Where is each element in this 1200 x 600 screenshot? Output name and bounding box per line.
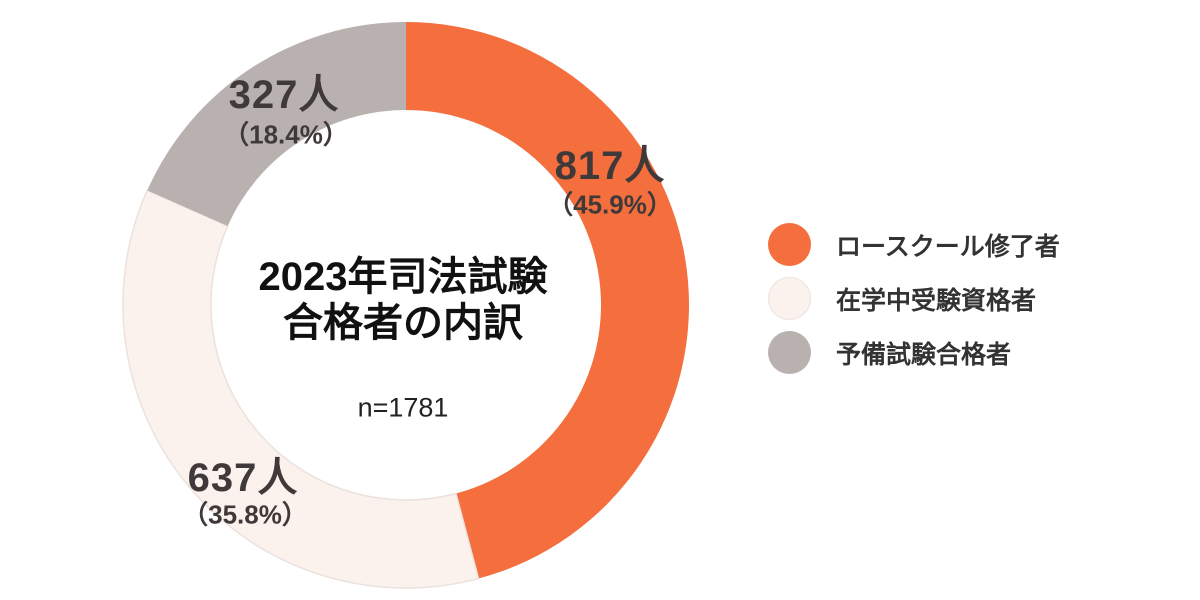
legend-swatch-icon — [768, 277, 811, 320]
slice-637-value-label: 637人 — [187, 456, 299, 500]
legend-row-law-school: ロースクール修了者 — [768, 223, 1060, 266]
slice-637-percent-label: （35.8%） — [182, 499, 308, 530]
legend: ロースクール修了者 在学中受験資格者 予備試験合格者 — [768, 223, 1060, 374]
donut-segment — [122, 189, 480, 589]
donut-segment — [406, 22, 690, 579]
sample-size-label: n=1781 — [357, 392, 449, 423]
slice-817-value-label: 817人 — [554, 144, 666, 188]
chart-title-line-1: 2023年司法試験 — [258, 255, 548, 299]
legend-swatch-icon — [768, 331, 811, 374]
chart-title: 2023年司法試験 合格者の内訳 — [259, 254, 548, 346]
donut-segment — [147, 22, 406, 226]
slice-327-value-label: 327人 — [228, 73, 340, 117]
slice-817-percent-label: （45.9%） — [547, 189, 673, 220]
chart-title-line-2: 合格者の内訳 — [282, 301, 523, 345]
legend-label: 在学中受験資格者 — [836, 286, 1037, 315]
legend-label: 予備試験合格者 — [836, 340, 1012, 369]
legend-label: ロースクール修了者 — [836, 232, 1060, 261]
legend-swatch-icon — [768, 223, 811, 266]
legend-row-preliminary: 予備試験合格者 — [768, 331, 1060, 374]
slice-327-percent-label: （18.4%） — [223, 119, 349, 150]
legend-row-enrolled: 在学中受験資格者 — [768, 277, 1060, 320]
